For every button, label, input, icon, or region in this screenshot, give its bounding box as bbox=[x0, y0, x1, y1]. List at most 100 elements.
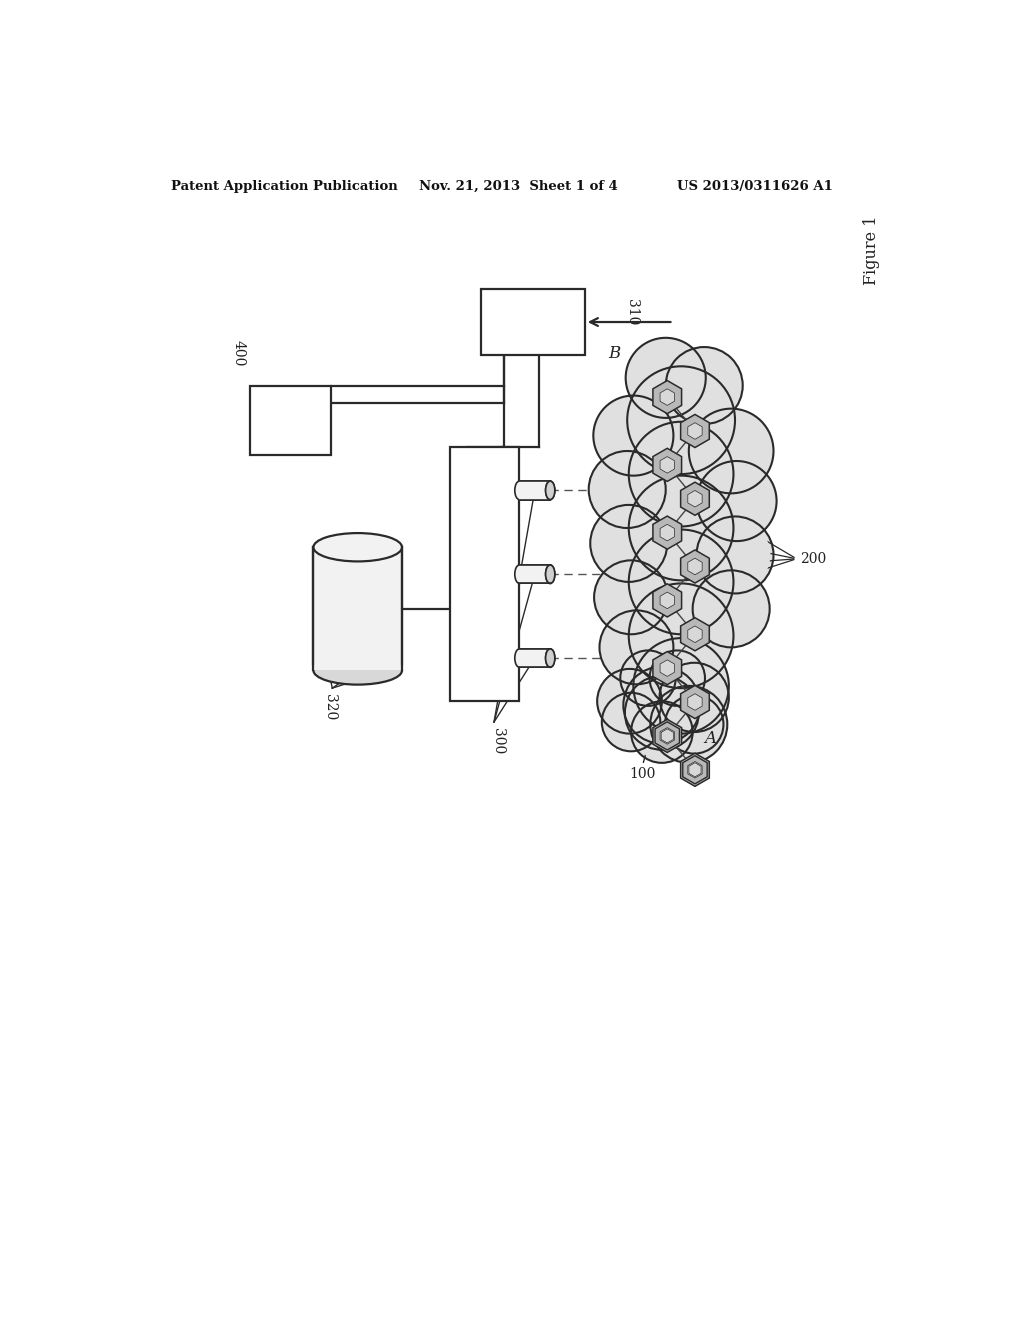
Polygon shape bbox=[681, 482, 710, 515]
Circle shape bbox=[653, 689, 724, 760]
Bar bbox=[519, 565, 550, 583]
Circle shape bbox=[665, 696, 724, 754]
Polygon shape bbox=[660, 727, 675, 744]
Text: US 2013/0311626 A1: US 2013/0311626 A1 bbox=[677, 180, 834, 193]
Circle shape bbox=[624, 667, 700, 743]
Ellipse shape bbox=[515, 649, 524, 668]
Ellipse shape bbox=[546, 480, 555, 499]
Circle shape bbox=[699, 520, 770, 590]
Circle shape bbox=[631, 701, 692, 763]
Circle shape bbox=[692, 412, 770, 490]
Circle shape bbox=[599, 610, 674, 684]
Circle shape bbox=[650, 686, 727, 763]
Bar bbox=[519, 565, 550, 583]
Polygon shape bbox=[681, 754, 710, 787]
Text: 100: 100 bbox=[630, 767, 655, 780]
Ellipse shape bbox=[546, 480, 555, 499]
Polygon shape bbox=[660, 457, 675, 473]
Polygon shape bbox=[653, 652, 682, 685]
Circle shape bbox=[696, 461, 776, 541]
Polygon shape bbox=[688, 491, 702, 507]
Polygon shape bbox=[681, 685, 710, 718]
Circle shape bbox=[692, 570, 770, 647]
Text: B: B bbox=[608, 346, 621, 363]
Text: 300: 300 bbox=[490, 729, 505, 755]
Circle shape bbox=[695, 573, 767, 644]
Circle shape bbox=[633, 480, 729, 576]
Ellipse shape bbox=[515, 480, 524, 499]
Bar bbox=[519, 480, 550, 499]
Circle shape bbox=[629, 422, 733, 527]
Circle shape bbox=[659, 663, 729, 733]
Circle shape bbox=[668, 697, 721, 751]
Circle shape bbox=[696, 516, 773, 594]
Polygon shape bbox=[688, 422, 702, 440]
Bar bbox=[313, 548, 402, 671]
Ellipse shape bbox=[546, 649, 555, 668]
Circle shape bbox=[590, 506, 668, 582]
Circle shape bbox=[637, 642, 725, 730]
Circle shape bbox=[633, 587, 729, 684]
Circle shape bbox=[602, 693, 660, 751]
Circle shape bbox=[634, 638, 729, 734]
Circle shape bbox=[597, 399, 670, 473]
Text: A: A bbox=[705, 730, 716, 747]
Polygon shape bbox=[660, 660, 675, 676]
Circle shape bbox=[600, 672, 659, 731]
Polygon shape bbox=[689, 763, 701, 776]
Circle shape bbox=[593, 396, 674, 475]
Text: Figure 1: Figure 1 bbox=[863, 216, 880, 285]
Circle shape bbox=[666, 347, 742, 424]
Polygon shape bbox=[653, 583, 682, 616]
Text: 310: 310 bbox=[625, 300, 639, 326]
Ellipse shape bbox=[515, 565, 524, 583]
Polygon shape bbox=[660, 593, 675, 609]
Circle shape bbox=[626, 338, 706, 418]
Polygon shape bbox=[688, 626, 702, 643]
Polygon shape bbox=[653, 449, 682, 482]
Circle shape bbox=[602, 614, 671, 681]
Circle shape bbox=[633, 426, 729, 523]
Circle shape bbox=[634, 704, 690, 760]
Circle shape bbox=[689, 409, 773, 494]
Polygon shape bbox=[653, 380, 682, 413]
Polygon shape bbox=[683, 756, 708, 784]
Bar bbox=[519, 649, 550, 668]
Circle shape bbox=[629, 529, 733, 635]
Circle shape bbox=[633, 533, 729, 630]
Bar bbox=[519, 480, 550, 499]
Ellipse shape bbox=[546, 565, 555, 583]
Circle shape bbox=[597, 669, 662, 734]
Circle shape bbox=[625, 676, 698, 750]
Polygon shape bbox=[681, 550, 710, 583]
Circle shape bbox=[627, 669, 697, 741]
Bar bbox=[481, 289, 585, 355]
Polygon shape bbox=[688, 762, 702, 777]
Circle shape bbox=[623, 652, 674, 704]
Circle shape bbox=[699, 465, 773, 537]
Text: 320: 320 bbox=[323, 693, 337, 719]
Polygon shape bbox=[688, 694, 702, 710]
Ellipse shape bbox=[313, 533, 402, 561]
Circle shape bbox=[604, 696, 658, 748]
Ellipse shape bbox=[546, 649, 555, 668]
Circle shape bbox=[632, 371, 731, 470]
Circle shape bbox=[651, 652, 702, 704]
Circle shape bbox=[593, 508, 665, 579]
Bar bbox=[250, 385, 331, 455]
Polygon shape bbox=[688, 558, 702, 574]
Polygon shape bbox=[681, 618, 710, 651]
Text: 200: 200 bbox=[801, 552, 826, 566]
Bar bbox=[451, 447, 519, 701]
Polygon shape bbox=[662, 729, 674, 743]
Circle shape bbox=[649, 651, 705, 706]
Circle shape bbox=[629, 341, 702, 414]
Circle shape bbox=[592, 454, 663, 525]
Circle shape bbox=[629, 475, 733, 581]
Circle shape bbox=[628, 678, 696, 747]
Circle shape bbox=[589, 451, 666, 528]
Text: Nov. 21, 2013  Sheet 1 of 4: Nov. 21, 2013 Sheet 1 of 4 bbox=[419, 180, 618, 193]
Polygon shape bbox=[655, 722, 680, 750]
Circle shape bbox=[629, 583, 733, 688]
Ellipse shape bbox=[313, 656, 402, 685]
